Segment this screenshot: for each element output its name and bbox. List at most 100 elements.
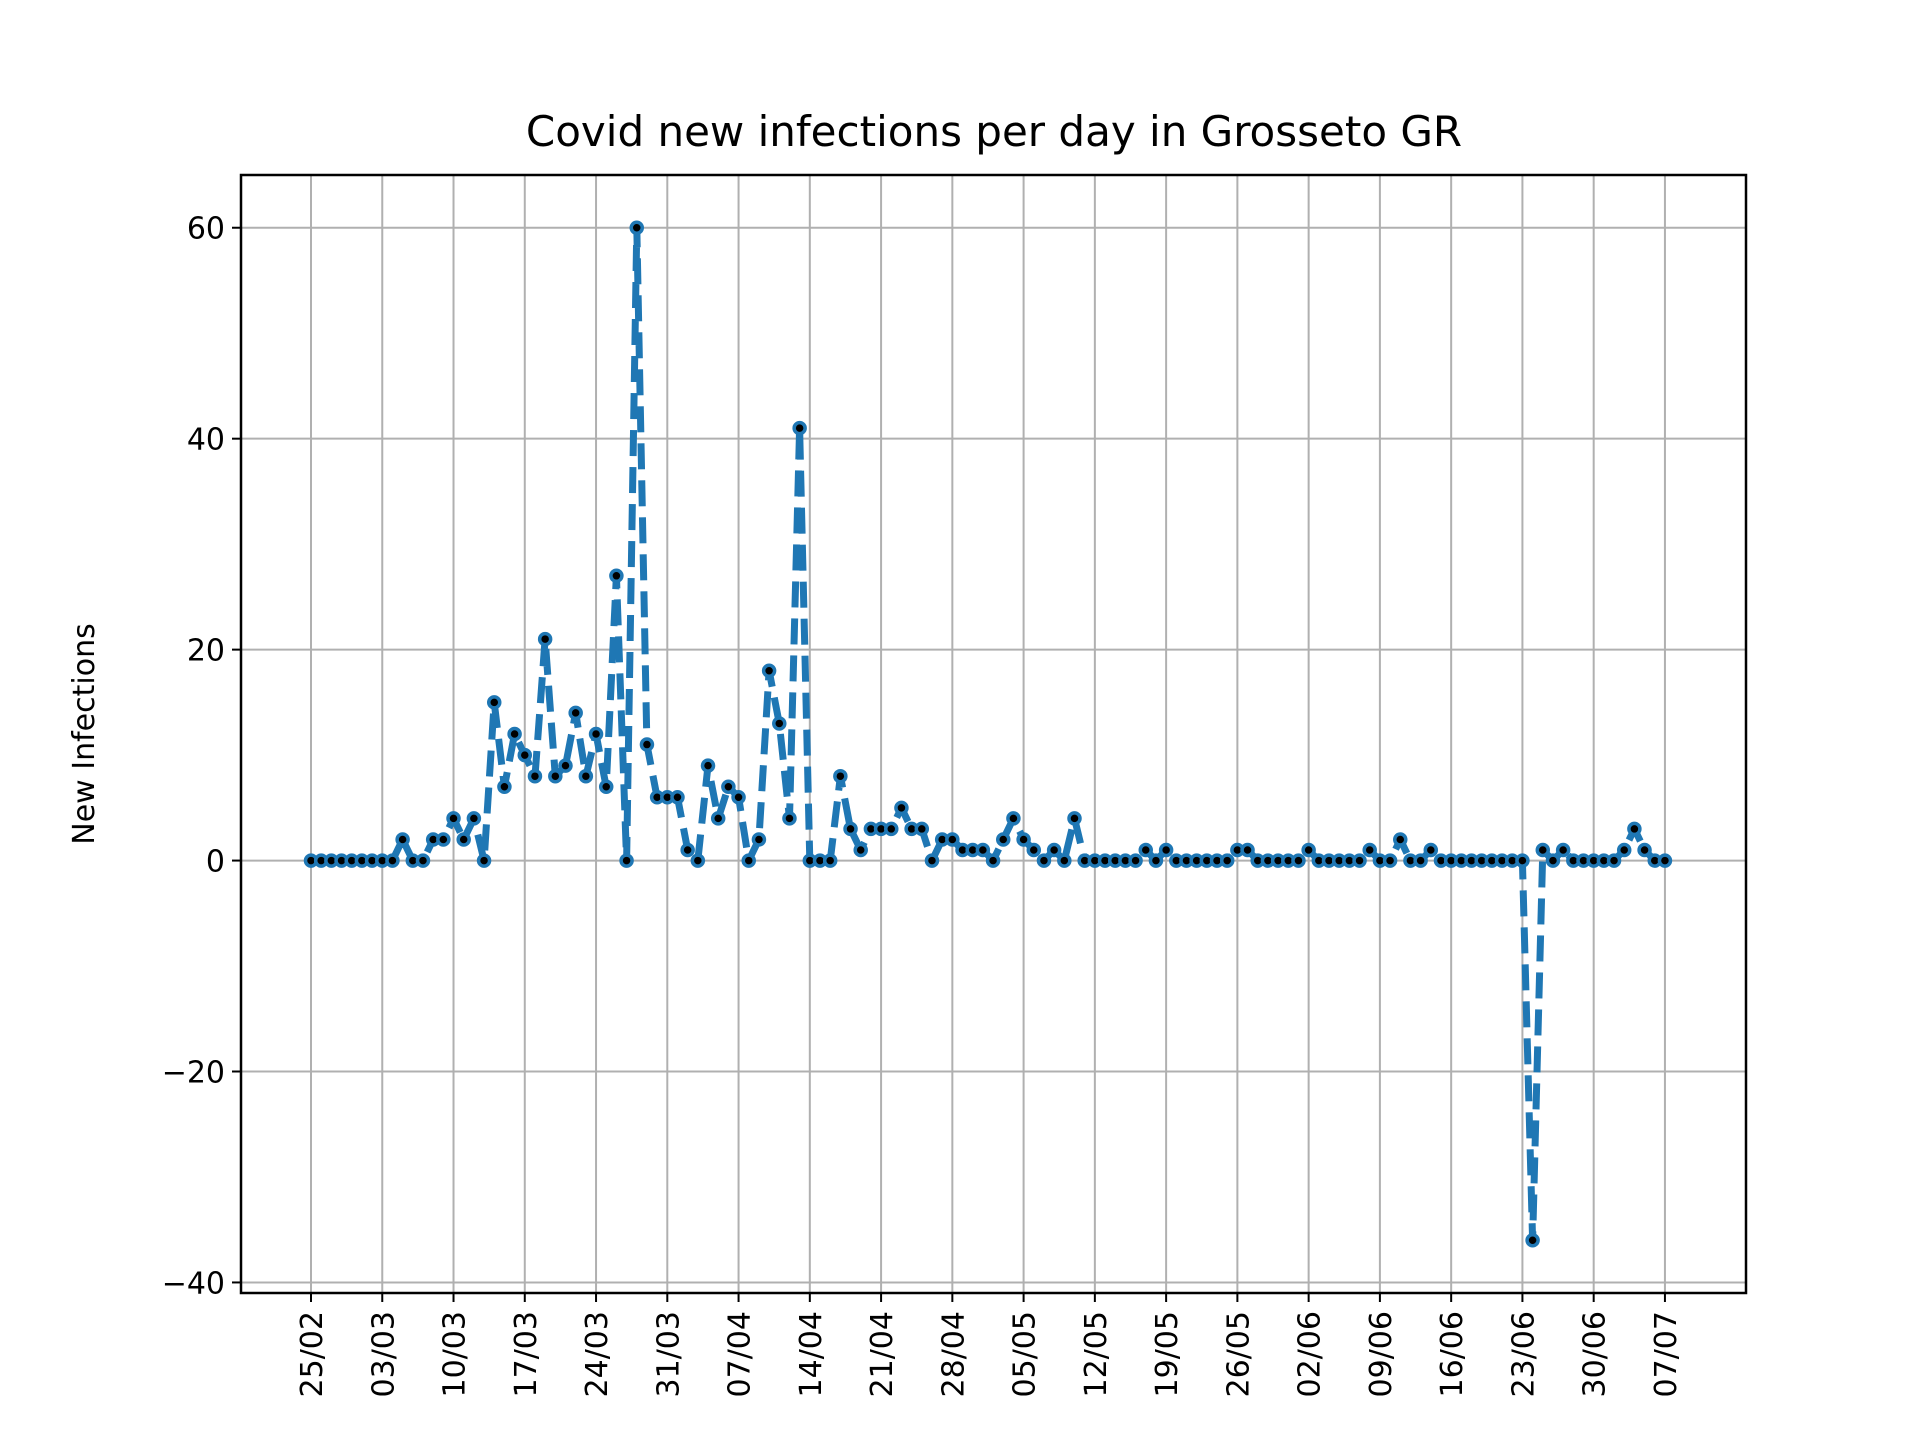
data-point xyxy=(609,568,624,584)
plot-frame xyxy=(239,173,1748,1295)
data-point xyxy=(680,842,695,858)
data-point xyxy=(1301,842,1316,858)
x-tick-label: 14/04 xyxy=(794,1311,829,1397)
data-point xyxy=(1393,832,1408,847)
data-point xyxy=(833,768,848,784)
data-point xyxy=(486,695,502,710)
data-point xyxy=(558,758,573,773)
data-point xyxy=(710,811,726,826)
y-tick-label: −20 xyxy=(162,1056,225,1091)
data-point xyxy=(507,726,522,742)
data-point xyxy=(1535,842,1551,858)
data-point xyxy=(1555,842,1571,858)
data-point xyxy=(476,853,492,868)
x-tick-label: 25/02 xyxy=(295,1311,330,1397)
x-tick-label: 19/05 xyxy=(1150,1311,1185,1397)
x-tick-label: 05/05 xyxy=(1008,1311,1043,1397)
data-point xyxy=(995,832,1011,847)
data-point xyxy=(924,853,940,868)
data-point xyxy=(751,832,767,847)
x-tick-label: 17/03 xyxy=(509,1311,544,1397)
data-point xyxy=(548,768,563,784)
data-point xyxy=(395,832,410,847)
data-point xyxy=(1525,1233,1540,1248)
x-tick-label: 12/05 xyxy=(1079,1311,1114,1397)
data-point xyxy=(415,853,431,868)
data-point xyxy=(1657,853,1673,868)
data-point xyxy=(1067,811,1082,826)
series-group xyxy=(303,220,1673,1248)
data-point xyxy=(1352,853,1367,868)
data-point xyxy=(1046,842,1062,858)
data-point xyxy=(792,420,807,436)
x-tick-label: 16/06 xyxy=(1435,1311,1470,1397)
data-point xyxy=(700,758,716,773)
grid-lines xyxy=(241,175,1746,1293)
y-tick-label: 20 xyxy=(187,634,225,669)
data-point xyxy=(822,853,838,868)
y-tick-label: 40 xyxy=(187,423,225,458)
data-point xyxy=(1158,842,1174,858)
data-point xyxy=(670,790,685,805)
data-point xyxy=(1545,853,1561,868)
data-point xyxy=(884,821,899,837)
data-point xyxy=(690,853,706,868)
data-point xyxy=(578,768,594,784)
data-point xyxy=(985,853,1001,868)
x-tick-label: 09/06 xyxy=(1364,1311,1399,1397)
y-tick-label: 0 xyxy=(206,845,225,880)
data-point xyxy=(1128,853,1143,868)
data-point xyxy=(598,779,614,794)
y-tick-label: −40 xyxy=(162,1266,225,1301)
data-point xyxy=(761,663,777,678)
data-point xyxy=(436,832,451,847)
data-point xyxy=(1057,853,1072,868)
data-point xyxy=(1515,853,1530,868)
data-point xyxy=(619,853,634,868)
data-point xyxy=(1026,842,1042,858)
data-point xyxy=(1413,853,1428,868)
x-tick-label: 02/06 xyxy=(1293,1311,1328,1397)
data-point xyxy=(568,705,583,721)
y-tick-label: 60 xyxy=(187,212,225,247)
data-point xyxy=(741,853,756,868)
data-point xyxy=(517,747,533,763)
x-tick-label: 24/03 xyxy=(580,1311,615,1397)
data-point xyxy=(721,779,736,794)
data-point xyxy=(1138,842,1154,858)
data-point xyxy=(1006,811,1021,826)
data-point xyxy=(1036,853,1052,868)
data-point xyxy=(1016,832,1031,847)
data-point xyxy=(456,832,471,847)
data-point xyxy=(446,811,461,826)
data-point xyxy=(1219,853,1235,868)
data-point xyxy=(1148,853,1164,868)
data-point xyxy=(1423,842,1439,858)
data-point xyxy=(1240,842,1255,858)
x-tick-label: 28/04 xyxy=(936,1311,971,1397)
data-point xyxy=(497,779,512,794)
y-axis-label: New Infections xyxy=(67,623,102,844)
x-tick-label: 31/03 xyxy=(651,1311,686,1397)
chart-title: Covid new infections per day in Grosseto… xyxy=(526,107,1462,156)
series-line xyxy=(311,224,1665,1244)
data-point xyxy=(1637,842,1652,858)
data-point xyxy=(537,631,553,647)
x-tick-label: 23/06 xyxy=(1506,1311,1541,1397)
data-point xyxy=(1291,853,1306,868)
data-point xyxy=(639,737,655,752)
x-tick-label: 03/03 xyxy=(366,1311,401,1397)
x-tick-label: 26/05 xyxy=(1221,1311,1256,1397)
data-point xyxy=(843,821,858,837)
data-point xyxy=(385,853,400,868)
x-tick-label: 07/07 xyxy=(1649,1311,1684,1397)
data-point xyxy=(731,790,746,805)
data-point xyxy=(782,811,797,826)
axis-ticks: −40 −20 0 20 40 60 25/02 03/03 10/03 17/03 24/03 31… xyxy=(162,212,1684,1398)
x-tick-label: 21/04 xyxy=(865,1311,900,1397)
data-point xyxy=(975,842,991,858)
data-point xyxy=(914,821,930,837)
data-point xyxy=(1382,853,1398,868)
x-tick-label: 10/03 xyxy=(438,1311,473,1397)
data-point xyxy=(945,832,960,847)
